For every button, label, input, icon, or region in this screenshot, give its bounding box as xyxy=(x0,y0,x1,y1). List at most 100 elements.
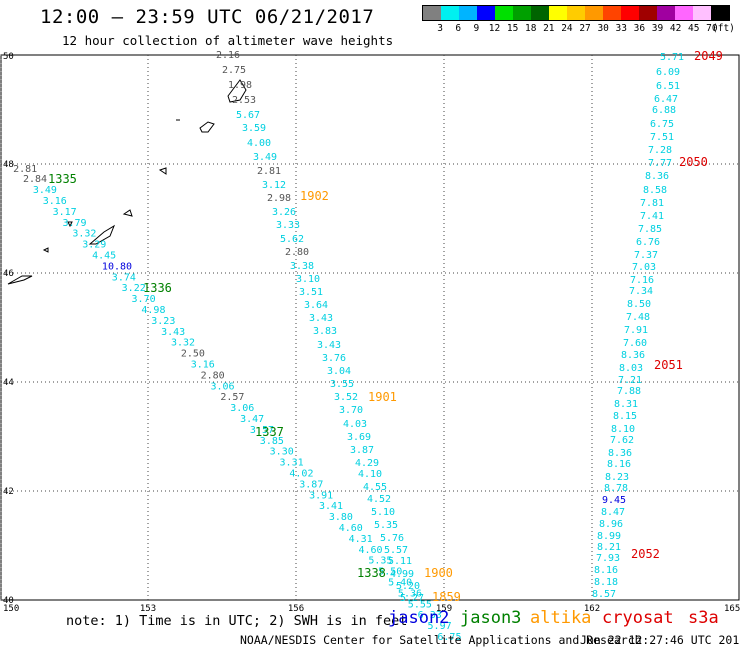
wave-height-value: 8.23 xyxy=(605,472,629,483)
satellite-jason2: jason2 xyxy=(388,608,450,628)
wave-height-value: 9.45 xyxy=(602,495,626,506)
lat-tick-label: 46 xyxy=(3,269,14,279)
legend-label: 42 xyxy=(669,23,682,34)
lon-tick-label: 153 xyxy=(140,604,156,614)
satellite-jason3: jason3 xyxy=(460,608,522,628)
pass-number-label: 2049 xyxy=(694,49,723,63)
wave-height-value: 3.06 xyxy=(230,403,254,414)
legend-label: 70 xyxy=(706,23,718,34)
coastline xyxy=(7,275,33,285)
lon-tick-label: 165 xyxy=(724,604,740,614)
wave-height-value: 5.35 xyxy=(368,556,392,567)
wave-height-value: 3.06 xyxy=(210,381,234,392)
wave-height-value: 4.45 xyxy=(92,250,116,261)
wave-height-value: 3.55 xyxy=(330,379,354,390)
legend-label: 12 xyxy=(488,23,501,34)
legend-label: 33 xyxy=(615,23,628,34)
wave-height-value: 6.47 xyxy=(654,94,678,105)
wave-height-value: 3.69 xyxy=(347,432,371,443)
pass-number-label: 2051 xyxy=(654,358,683,372)
wave-height-value: 4.29 xyxy=(355,458,379,469)
coastline xyxy=(67,221,73,228)
wave-height-value: 7.81 xyxy=(640,198,664,209)
map-title: 12:00 – 23:59 UTC 06/21/2017 xyxy=(40,6,375,28)
legend-swatch xyxy=(693,6,711,20)
wave-height-value: 7.21 xyxy=(618,375,642,386)
wave-height-value: 8.78 xyxy=(604,483,628,494)
wave-height-value: 8.50 xyxy=(627,299,651,310)
footer-note: note: 1) Time is in UTC; 2) SWH is in fe… xyxy=(66,613,408,629)
pass-number-label: 1901 xyxy=(368,390,397,404)
wave-height-value: 3.47 xyxy=(240,414,264,425)
wave-height-value: 6.75 xyxy=(650,119,674,130)
legend-swatch xyxy=(477,6,495,20)
legend-swatch xyxy=(549,6,567,20)
lat-tick-label: 48 xyxy=(3,160,14,170)
credit-line: NOAA/NESDIS Center for Satellite Applica… xyxy=(240,633,642,647)
wave-height-value: 3.91 xyxy=(309,490,333,501)
lon-tick-label: 159 xyxy=(436,604,452,614)
wave-height-value: 8.99 xyxy=(597,531,621,542)
coastline xyxy=(158,167,167,175)
wave-height-value: 2.80 xyxy=(201,370,225,381)
coastline xyxy=(199,121,215,133)
wave-height-value: 8.31 xyxy=(614,399,638,410)
wave-height-value: 5.67 xyxy=(236,110,260,121)
wave-height-value: 7.16 xyxy=(630,275,654,286)
wave-height-value: 5.50 xyxy=(378,567,402,578)
wave-height-value: 7.03 xyxy=(632,262,656,273)
wave-height-value: 3.87 xyxy=(350,445,374,456)
wave-height-value: 3.49 xyxy=(33,185,57,196)
wave-height-value: 1.98 xyxy=(228,80,252,91)
wave-height-value: 3.51 xyxy=(299,287,323,298)
lat-tick-label: 40 xyxy=(3,596,14,606)
wave-height-value: 3.43 xyxy=(309,313,333,324)
wave-height-value: 8.36 xyxy=(645,171,669,182)
pass-number-label: 1900 xyxy=(424,566,453,580)
legend-swatch xyxy=(423,6,441,20)
wave-height-value: 8.96 xyxy=(599,519,623,530)
wave-height-value: 5.10 xyxy=(371,507,395,518)
wave-height-value: 3.41 xyxy=(319,501,343,512)
wave-height-value: 3.23 xyxy=(151,316,175,327)
wave-height-value: 7.91 xyxy=(624,325,648,336)
legend-swatch xyxy=(513,6,531,20)
wave-height-value: 6.09 xyxy=(656,67,680,78)
wave-height-value: 8.36 xyxy=(608,448,632,459)
wave-height-value: 6.51 xyxy=(656,81,680,92)
wave-height-value: 5.97 xyxy=(428,621,452,632)
wave-height-value: 7.37 xyxy=(634,250,658,261)
legend-swatch xyxy=(639,6,657,20)
wave-height-value: 6.76 xyxy=(636,237,660,248)
legend-swatch xyxy=(567,6,585,20)
pass-number-label: 1337 xyxy=(255,425,284,439)
wave-height-value: 3.43 xyxy=(317,340,341,351)
wave-height-value: 3.52 xyxy=(334,392,358,403)
wave-height-value: 5.11 xyxy=(388,556,412,567)
wave-height-value: 5.35 xyxy=(374,520,398,531)
wave-height-value: 5.76 xyxy=(380,533,404,544)
wave-height-value: 3.33 xyxy=(276,220,300,231)
wave-height-value: 5.57 xyxy=(384,545,408,556)
pass-number-label: 1338 xyxy=(357,566,386,580)
wave-height-value: 3.26 xyxy=(272,207,296,218)
wave-height-value: 3.79 xyxy=(62,218,86,229)
wave-height-value: 8.16 xyxy=(594,565,618,576)
wave-height-value: 4.03 xyxy=(343,419,367,430)
legend-label: 21 xyxy=(543,23,555,34)
wave-height-value: 4.00 xyxy=(247,138,271,149)
wave-height-value: 6.33 xyxy=(418,610,442,621)
legend-label: 36 xyxy=(633,23,646,34)
coastline xyxy=(122,209,133,217)
wave-height-value: 3.16 xyxy=(191,359,215,370)
legend-swatch xyxy=(621,6,639,20)
legend-swatch xyxy=(531,6,549,20)
wave-height-value: 3.83 xyxy=(313,326,337,337)
satellite-s3a: s3a xyxy=(688,608,719,628)
wave-height-value: 5.36 xyxy=(398,588,422,599)
legend-swatch xyxy=(585,6,603,20)
legend-label: 18 xyxy=(524,23,537,34)
wave-height-value: 3.87 xyxy=(299,479,323,490)
legend-label: 9 xyxy=(473,23,480,34)
